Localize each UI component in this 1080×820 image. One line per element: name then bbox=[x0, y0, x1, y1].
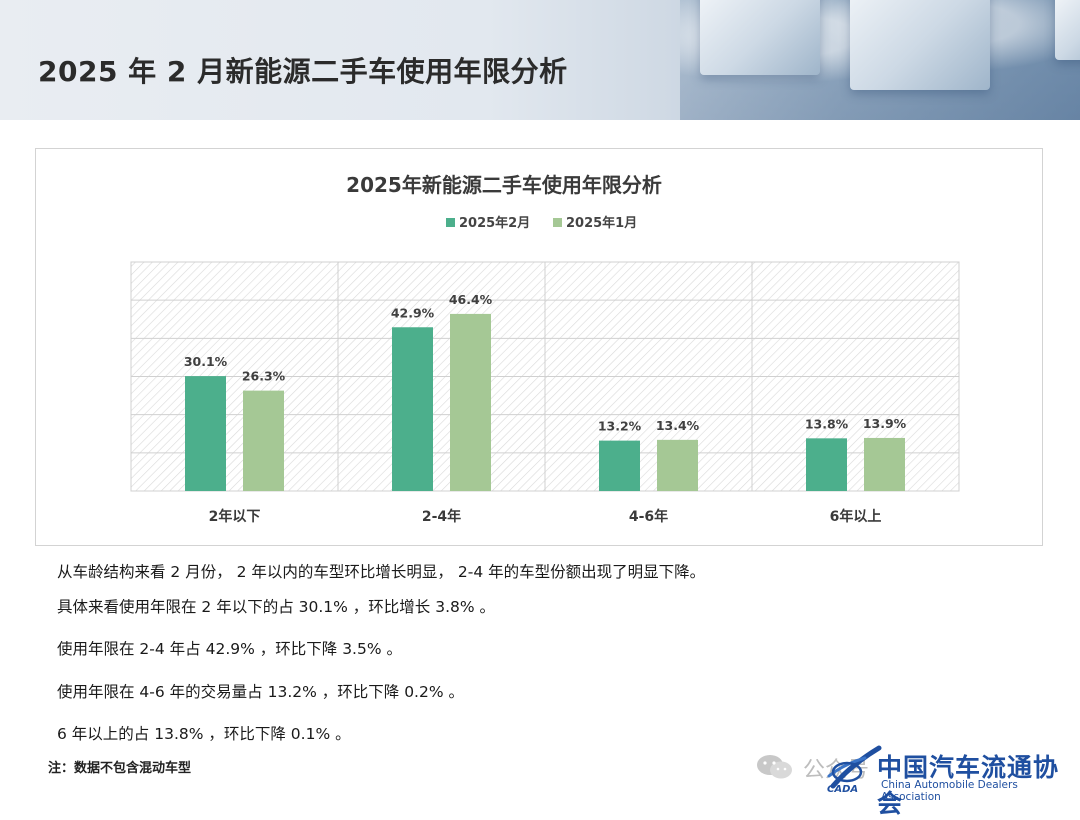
summary-line: 具体来看使用年限在 2 年以下的占 30.1% ，环比增长 3.8% 。 bbox=[57, 598, 496, 616]
data-label: 30.1% bbox=[184, 354, 228, 369]
data-label: 13.8% bbox=[805, 416, 849, 431]
bar bbox=[392, 327, 433, 491]
legend-label: 2025年2月 bbox=[459, 215, 530, 231]
header-cube-graphic bbox=[1055, 0, 1080, 60]
chart-title: 2025年新能源二手车使用年限分析 bbox=[346, 173, 662, 197]
x-tick-label: 6年以上 bbox=[830, 508, 882, 525]
summary-line: 从车龄结构来看 2 月份， 2 年以内的车型环比增长明显， 2-4 年的车型份额… bbox=[57, 563, 706, 581]
header-cube-graphic bbox=[700, 0, 820, 75]
bar bbox=[599, 440, 640, 491]
org-abbreviation: CADA bbox=[827, 784, 859, 795]
legend-swatch bbox=[446, 218, 455, 227]
header-cube-graphic bbox=[850, 0, 990, 90]
data-label: 46.4% bbox=[449, 292, 493, 307]
data-label: 13.9% bbox=[863, 416, 907, 431]
footer-logo: 公众号 CADA 中国汽车流通协会 China Automobile Deale… bbox=[755, 740, 1075, 818]
bar-chart: 2025年新能源二手车使用年限分析 2025年2月 2025年1月 30.1% 26… bbox=[130, 173, 960, 525]
x-axis-ticks: 2年以下 2-4年 4-6年 6年以上 bbox=[209, 508, 882, 525]
summary-line: 使用年限在 2-4 年占 42.9% ，环比下降 3.5% 。 bbox=[57, 640, 402, 658]
page-title: 2025 年 2 月新能源二手车使用年限分析 bbox=[38, 55, 568, 88]
chart-panel: 2025年新能源二手车使用年限分析 2025年2月 2025年1月 30.1% 26… bbox=[35, 148, 1043, 546]
summary-line: 6 年以上的占 13.8% ，环比下降 0.1% 。 bbox=[57, 725, 351, 743]
data-labels-group: 30.1% 26.3% 42.9% 46.4% 13.2% 13.4% 13.8% 13.9% bbox=[184, 292, 907, 434]
summary-line: 使用年限在 4-6 年的交易量占 13.2% ，环比下降 0.2% 。 bbox=[57, 683, 464, 701]
bar bbox=[806, 438, 847, 491]
wechat-icon bbox=[757, 755, 792, 779]
data-label: 26.3% bbox=[242, 369, 286, 384]
x-tick-label: 2-4年 bbox=[422, 508, 461, 525]
x-tick-label: 2年以下 bbox=[209, 508, 261, 525]
legend-swatch bbox=[553, 218, 562, 227]
bars-group bbox=[185, 313, 905, 491]
data-label: 13.2% bbox=[598, 419, 642, 434]
cada-emblem-icon bbox=[827, 745, 882, 789]
x-tick-label: 4-6年 bbox=[629, 508, 668, 525]
footnote: 注：数据不包含混动车型 bbox=[48, 761, 192, 776]
data-label: 42.9% bbox=[391, 305, 435, 320]
header-banner bbox=[0, 0, 1080, 120]
bar bbox=[657, 439, 698, 491]
bar bbox=[864, 437, 905, 491]
legend-label: 2025年1月 bbox=[566, 215, 637, 231]
bar bbox=[185, 376, 226, 491]
data-label: 13.4% bbox=[656, 418, 700, 433]
bar bbox=[450, 313, 491, 491]
org-name-english: China Automobile Dealers Association bbox=[881, 779, 1018, 803]
chart-legend: 2025年2月 2025年1月 bbox=[446, 215, 637, 231]
bar bbox=[243, 390, 284, 491]
